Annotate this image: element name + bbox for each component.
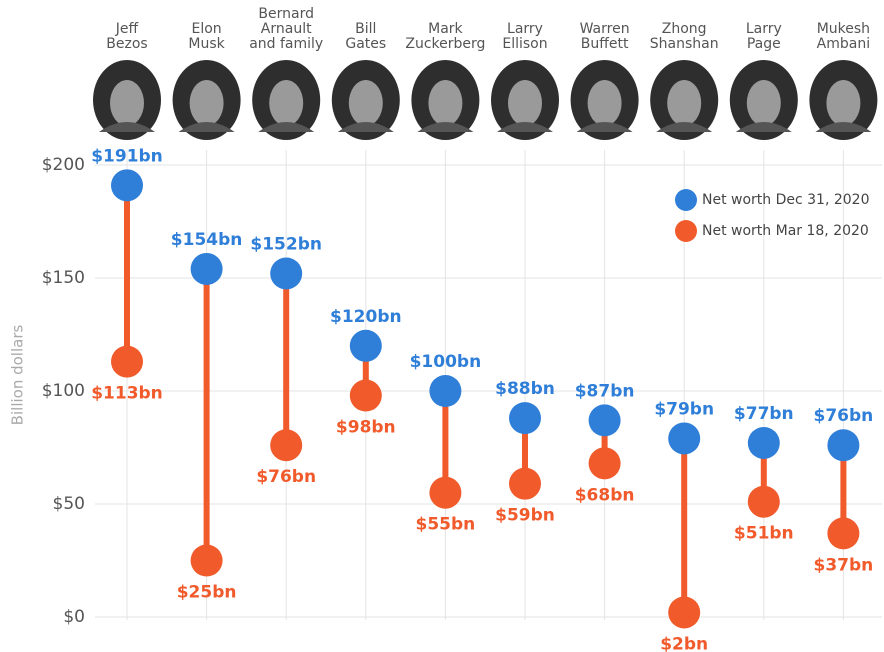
y-tick-label: $0 [63, 607, 85, 627]
value-label: $25bn [177, 583, 237, 603]
dot-mar [270, 429, 302, 461]
value-label: $98bn [336, 418, 396, 438]
value-label: $154bn [171, 230, 243, 250]
value-label: $79bn [654, 399, 714, 419]
value-label: $51bn [734, 524, 794, 544]
dot-dec [589, 404, 621, 436]
dot-mar [350, 380, 382, 412]
value-label: $76bn [256, 467, 316, 487]
legend-label: Net worth Dec 31, 2020 [702, 192, 870, 208]
portrait-face [269, 80, 303, 126]
portrait-face [428, 80, 462, 126]
value-label: $120bn [330, 307, 402, 327]
value-label: $37bn [814, 555, 874, 575]
portrait-face [747, 80, 781, 126]
portrait-face [110, 80, 144, 126]
y-tick-label: $200 [42, 155, 85, 175]
y-axis-label: Billion dollars [9, 325, 27, 426]
dot-dec [111, 169, 143, 201]
dot-dec [748, 427, 780, 459]
legend-swatch [675, 220, 697, 242]
value-label: $191bn [91, 146, 163, 166]
portrait-face [588, 80, 622, 126]
dot-mar [509, 468, 541, 500]
value-label: $59bn [495, 506, 555, 526]
dot-mar [429, 477, 461, 509]
dot-mar [827, 517, 859, 549]
y-tick-label: $50 [53, 494, 85, 514]
value-label: $87bn [575, 381, 635, 401]
dot-mar [191, 545, 223, 577]
dot-mar [111, 346, 143, 378]
dot-dec [509, 402, 541, 434]
dot-dec [270, 257, 302, 289]
dot-dec [668, 422, 700, 454]
value-label: $152bn [250, 234, 322, 254]
portrait-face [508, 80, 542, 126]
value-label: $113bn [91, 384, 163, 404]
portrait-face [667, 80, 701, 126]
y-tick-label: $100 [42, 381, 85, 401]
value-label: $76bn [814, 406, 874, 426]
dot-dec [429, 375, 461, 407]
dot-dec [350, 330, 382, 362]
dot-mar [589, 447, 621, 479]
value-label: $88bn [495, 379, 555, 399]
y-tick-label: $150 [42, 268, 85, 288]
value-label: $55bn [416, 515, 476, 535]
chart: Billion dollars $0 $50 $100 $150 $200 $191bn $… [0, 0, 884, 652]
legend-swatch [675, 189, 697, 211]
dot-mar [748, 486, 780, 518]
value-label: $68bn [575, 485, 635, 505]
portrait-face [190, 80, 224, 126]
dot-mar [668, 596, 700, 628]
dot-dec [827, 429, 859, 461]
portrait-face [826, 80, 860, 126]
person-name: Mukesh Ambani [793, 22, 884, 52]
dot-dec [191, 253, 223, 285]
portrait-face [349, 80, 383, 126]
value-label: $100bn [410, 352, 482, 372]
legend-label: Net worth Mar 18, 2020 [702, 223, 869, 239]
value-label: $2bn [660, 634, 708, 652]
chart-svg: Billion dollars $0 $50 $100 $150 $200 $191bn $… [0, 0, 884, 652]
value-label: $77bn [734, 404, 794, 424]
